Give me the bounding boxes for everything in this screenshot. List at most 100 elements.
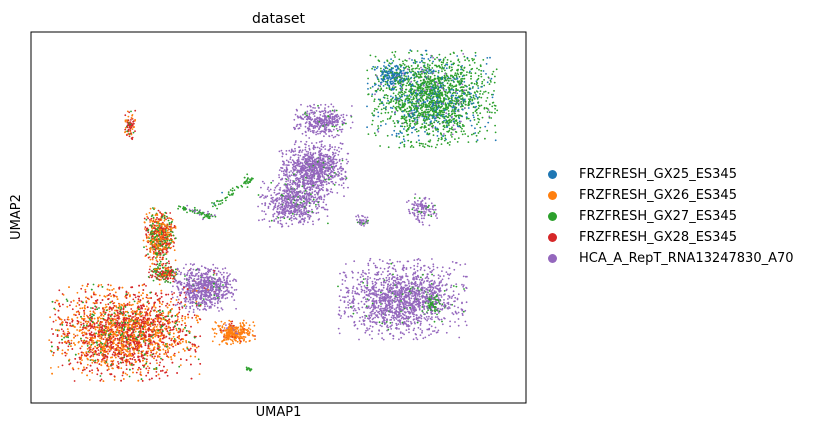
scatter-point	[407, 320, 410, 323]
scatter-point	[126, 119, 128, 122]
scatter-point	[197, 303, 200, 305]
scatter-point	[290, 161, 292, 164]
scatter-point	[298, 213, 301, 216]
scatter-point	[261, 210, 263, 212]
scatter-point	[52, 351, 55, 354]
scatter-point	[382, 284, 385, 287]
scatter-point	[352, 297, 355, 300]
scatter-point	[166, 330, 169, 333]
scatter-point	[86, 322, 89, 325]
scatter-point	[264, 204, 266, 207]
scatter-point	[439, 308, 442, 311]
scatter-point	[188, 310, 191, 313]
scatter-point	[431, 62, 434, 65]
scatter-point	[422, 143, 424, 145]
scatter-point	[379, 324, 382, 327]
scatter-point	[318, 197, 321, 200]
scatter-point	[454, 114, 456, 117]
scatter-point	[206, 305, 209, 307]
scatter-point	[149, 274, 152, 277]
scatter-point	[270, 219, 273, 222]
scatter-point	[365, 329, 367, 332]
scatter-point	[342, 296, 344, 298]
scatter-point	[158, 377, 161, 380]
scatter-point	[357, 283, 360, 286]
scatter-point	[130, 110, 132, 113]
scatter-point	[471, 67, 474, 70]
scatter-point	[467, 93, 469, 96]
scatter-point	[67, 316, 70, 319]
scatter-point	[229, 283, 232, 286]
scatter-point	[143, 323, 146, 326]
scatter-point	[382, 277, 385, 280]
scatter-point	[301, 151, 303, 153]
scatter-point	[329, 110, 332, 112]
scatter-point	[427, 58, 430, 60]
scatter-point	[347, 186, 349, 189]
scatter-point	[360, 273, 363, 276]
scatter-point	[382, 75, 385, 78]
scatter-point	[465, 116, 468, 118]
scatter-point	[348, 299, 351, 301]
scatter-point	[440, 63, 443, 66]
scatter-point	[366, 82, 369, 85]
scatter-point	[144, 318, 147, 320]
scatter-point	[378, 103, 381, 105]
scatter-point	[291, 223, 294, 226]
scatter-point	[173, 292, 176, 294]
scatter-point	[411, 99, 413, 101]
scatter-point	[420, 276, 422, 279]
scatter-point	[218, 343, 221, 346]
scatter-point	[475, 134, 478, 137]
scatter-point	[99, 317, 102, 320]
scatter-point	[91, 307, 94, 309]
scatter-point	[315, 133, 317, 136]
scatter-point	[376, 76, 379, 79]
scatter-point	[301, 149, 304, 152]
scatter-point	[491, 102, 494, 104]
scatter-point	[294, 183, 297, 186]
scatter-point	[143, 246, 145, 249]
scatter-point	[452, 290, 455, 293]
scatter-point	[477, 85, 479, 87]
scatter-point	[402, 264, 405, 267]
scatter-point	[427, 266, 430, 269]
scatter-point	[237, 329, 240, 332]
scatter-point	[436, 56, 438, 59]
scatter-point	[129, 121, 132, 123]
scatter-point	[162, 334, 165, 337]
scatter-point	[416, 50, 419, 52]
scatter-point	[221, 308, 224, 311]
scatter-point	[426, 65, 429, 67]
scatter-point	[351, 121, 354, 124]
scatter-point	[118, 304, 121, 307]
scatter-point	[287, 180, 289, 182]
scatter-point	[351, 105, 353, 107]
scatter-point	[162, 254, 165, 257]
scatter-point	[460, 130, 463, 133]
scatter-point	[327, 222, 329, 225]
scatter-point	[495, 68, 498, 71]
scatter-point	[387, 111, 390, 114]
scatter-point	[452, 104, 455, 107]
scatter-point	[380, 281, 383, 284]
scatter-point	[98, 322, 101, 325]
scatter-point	[81, 284, 84, 287]
scatter-point	[292, 212, 294, 215]
scatter-point	[63, 319, 66, 321]
scatter-point	[384, 316, 386, 319]
scatter-point	[428, 66, 430, 69]
scatter-point	[96, 316, 99, 319]
scatter-point	[90, 351, 92, 353]
scatter-point	[285, 153, 288, 156]
scatter-point	[380, 112, 383, 115]
scatter-point	[96, 344, 99, 347]
scatter-point	[117, 317, 120, 320]
scatter-point	[458, 75, 461, 78]
scatter-point	[297, 154, 300, 156]
scatter-point	[450, 284, 453, 287]
scatter-point	[464, 263, 467, 265]
scatter-point	[352, 271, 354, 274]
scatter-point	[377, 84, 380, 87]
scatter-point	[290, 214, 293, 217]
